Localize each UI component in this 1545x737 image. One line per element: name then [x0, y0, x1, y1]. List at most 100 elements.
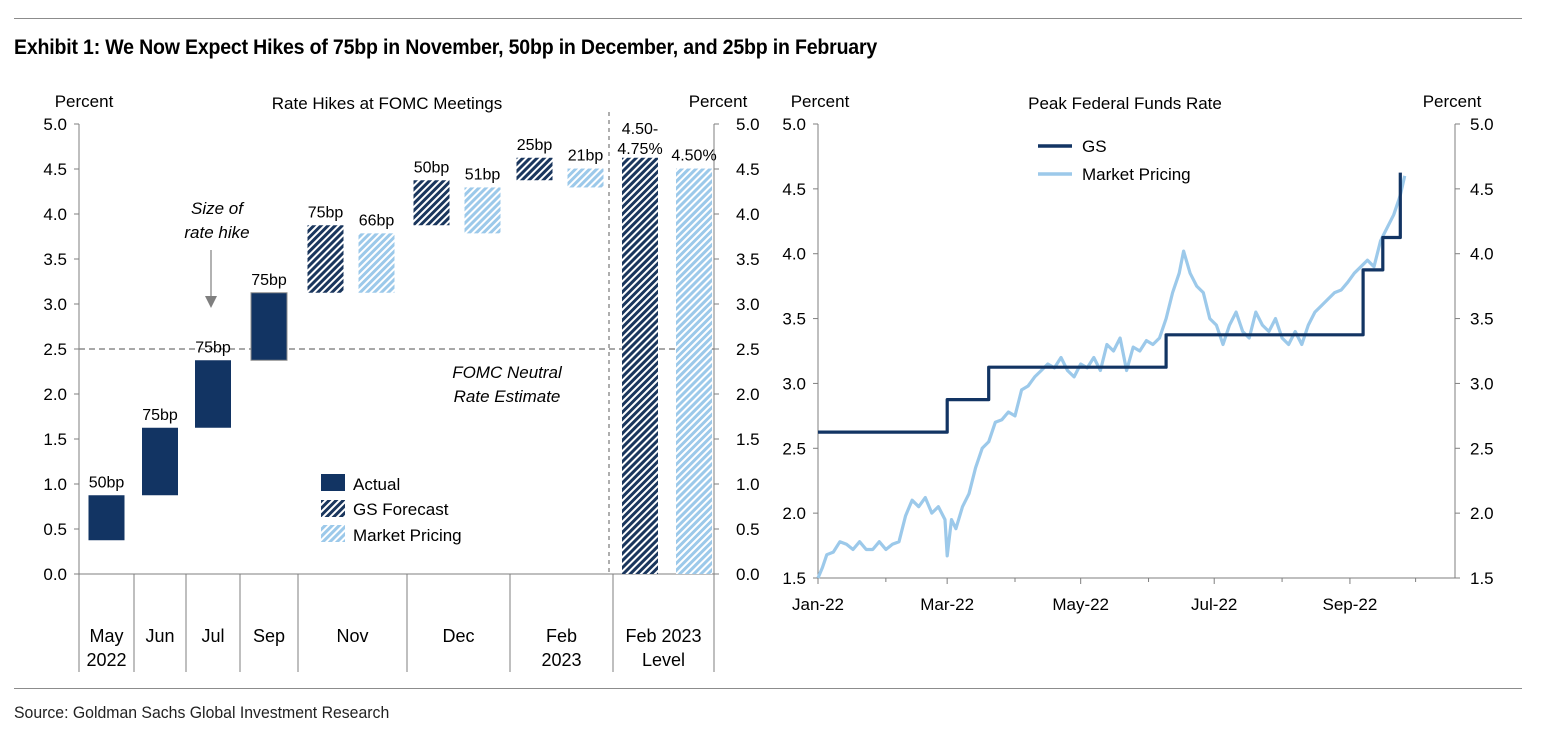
- category-label: Sep: [253, 626, 285, 646]
- right-chart-x-tick-label: May-22: [1052, 595, 1109, 614]
- right-chart-marks: 1.5 1.5 2.0 2.0 2.5 2.5 3.0 3.0 3.5 3.5 4.0 4.0 4.5 4…: [782, 115, 1493, 614]
- bar-gs-forecast: [622, 157, 658, 574]
- bar-market-pricing: [464, 187, 501, 234]
- right-chart-y-tick-label: 4.0: [782, 245, 806, 264]
- bar-data-label: 25bp: [517, 137, 553, 154]
- right-y-tick-label: 2.0: [736, 385, 760, 404]
- right-chart-x-tick-label: Sep-22: [1323, 595, 1378, 614]
- bar-actual: [142, 427, 178, 496]
- category-label: Jun: [145, 626, 174, 646]
- legend-swatch-gs: [321, 500, 345, 517]
- bar-gs-forecast: [307, 225, 344, 293]
- top-rule: [14, 18, 1522, 19]
- category-label-line2: 2023: [541, 650, 581, 670]
- legend-label-actual: Actual: [353, 475, 400, 494]
- right-y-tick-label: 4.0: [736, 205, 760, 224]
- bar-data-label: 21bp: [568, 148, 604, 165]
- left-chart-title: Rate Hikes at FOMC Meetings: [272, 94, 503, 113]
- bar-actual: [195, 360, 231, 428]
- bar-data-label: 51bp: [465, 166, 501, 183]
- right-chart-ylabel-left: Percent: [791, 92, 850, 111]
- right-y-tick-label: 5.0: [736, 115, 760, 134]
- category-label: Dec: [442, 626, 474, 646]
- right-chart-y-tick-label-right: 2.5: [1470, 439, 1494, 458]
- right-chart-y-tick-label-right: 4.5: [1470, 180, 1494, 199]
- right-chart-y-tick-label: 4.5: [782, 180, 806, 199]
- exhibit-title: Exhibit 1: We Now Expect Hikes of 75bp i…: [14, 36, 878, 59]
- left-y-tick-label: 0.5: [43, 520, 67, 539]
- legend-swatch-market: [321, 525, 345, 542]
- rate-hike-annotation-line1: Size of: [191, 199, 245, 218]
- left-chart-ylabel-right: Percent: [689, 92, 748, 111]
- right-chart-y-tick-label-right: 2.0: [1470, 504, 1494, 523]
- bar-market-pricing: [676, 168, 712, 575]
- category-label-line2: Level: [642, 650, 685, 670]
- category-label-line2: 2022: [86, 650, 126, 670]
- right-chart-y-tick-label: 5.0: [782, 115, 806, 134]
- bar-market-pricing: [358, 233, 395, 293]
- bar-gs-forecast: [413, 180, 450, 226]
- right-chart-y-tick-label-right: 5.0: [1470, 115, 1494, 134]
- category-label: May: [89, 626, 123, 646]
- bar-data-label: 75bp: [195, 339, 231, 356]
- bar-data-label-line2: 4.75%: [617, 141, 662, 158]
- left-y-tick-label: 5.0: [43, 115, 67, 134]
- neutral-rate-label-line2: Rate Estimate: [454, 387, 561, 406]
- legend-label-gs: GS Forecast: [353, 500, 449, 519]
- right-y-tick-label: 2.5: [736, 340, 760, 359]
- right-y-tick-label: 0.5: [736, 520, 760, 539]
- right-y-tick-label: 1.5: [736, 430, 760, 449]
- bar-data-label: 4.50-: [622, 121, 658, 138]
- right-y-tick-label: 3.0: [736, 295, 760, 314]
- left-y-tick-label: 2.0: [43, 385, 67, 404]
- category-label: Feb 2023: [625, 626, 701, 646]
- right-chart-x-tick-label: Mar-22: [920, 595, 974, 614]
- legend-label-gs-line: GS: [1082, 137, 1107, 156]
- category-label: Jul: [201, 626, 224, 646]
- bar-data-label: 66bp: [359, 212, 395, 229]
- right-chart-y-tick-label-right: 3.5: [1470, 310, 1494, 329]
- left-y-tick-label: 0.0: [43, 565, 67, 584]
- bottom-rule: [14, 688, 1522, 689]
- left-chart: Rate Hikes at FOMC Meetings Percent Perc…: [55, 92, 748, 545]
- left-chart-marks: 0.0 0.0 0.5 0.5 1.0 1.0 1.5 1.5 2.0 2.0 2.5 2.5 3.0 3…: [43, 112, 760, 672]
- right-chart-y-tick-label-right: 4.0: [1470, 245, 1494, 264]
- bar-actual: [88, 495, 125, 541]
- right-chart-y-tick-label: 2.0: [782, 504, 806, 523]
- right-chart-y-tick-label-right: 1.5: [1470, 569, 1494, 588]
- rate-hike-annotation-line2: rate hike: [184, 223, 249, 242]
- left-y-tick-label: 4.5: [43, 160, 67, 179]
- legend-label-market-line: Market Pricing: [1082, 165, 1191, 184]
- right-chart-ylabel-right: Percent: [1423, 92, 1482, 111]
- neutral-rate-label-line1: FOMC Neutral: [452, 363, 563, 382]
- bar-data-label: 50bp: [89, 474, 125, 491]
- left-y-tick-label: 2.5: [43, 340, 67, 359]
- right-chart-x-tick-label: Jul-22: [1191, 595, 1237, 614]
- bar-actual: [250, 292, 288, 361]
- left-y-tick-label: 4.0: [43, 205, 67, 224]
- left-y-tick-label: 3.5: [43, 250, 67, 269]
- right-chart-y-tick-label: 3.0: [782, 374, 806, 393]
- left-chart-ylabel-left: Percent: [55, 92, 114, 111]
- right-chart: Peak Federal Funds Rate Percent Percent …: [791, 92, 1482, 184]
- right-y-tick-label: 1.0: [736, 475, 760, 494]
- right-chart-y-tick-label: 3.5: [782, 310, 806, 329]
- right-y-tick-label: 0.0: [736, 565, 760, 584]
- right-chart-y-tick-label: 1.5: [782, 569, 806, 588]
- bar-market-pricing: [567, 168, 604, 188]
- right-chart-y-tick-label-right: 3.0: [1470, 374, 1494, 393]
- series-line-gs: [818, 172, 1402, 434]
- bar-data-label: 75bp: [251, 272, 287, 289]
- bar-data-label: 4.50%: [671, 148, 716, 165]
- bar-data-label: 50bp: [414, 159, 450, 176]
- source-note: Source: Goldman Sachs Global Investment …: [14, 703, 390, 722]
- category-label: Feb: [546, 626, 577, 646]
- right-y-tick-label: 3.5: [736, 250, 760, 269]
- bar-data-label: 75bp: [142, 407, 178, 424]
- left-y-tick-label: 1.0: [43, 475, 67, 494]
- rate-hike-arrow-head: [205, 296, 217, 308]
- legend-swatch-actual: [321, 474, 345, 491]
- series-line-market-pricing: [816, 175, 1407, 579]
- right-chart-y-tick-label: 2.5: [782, 439, 806, 458]
